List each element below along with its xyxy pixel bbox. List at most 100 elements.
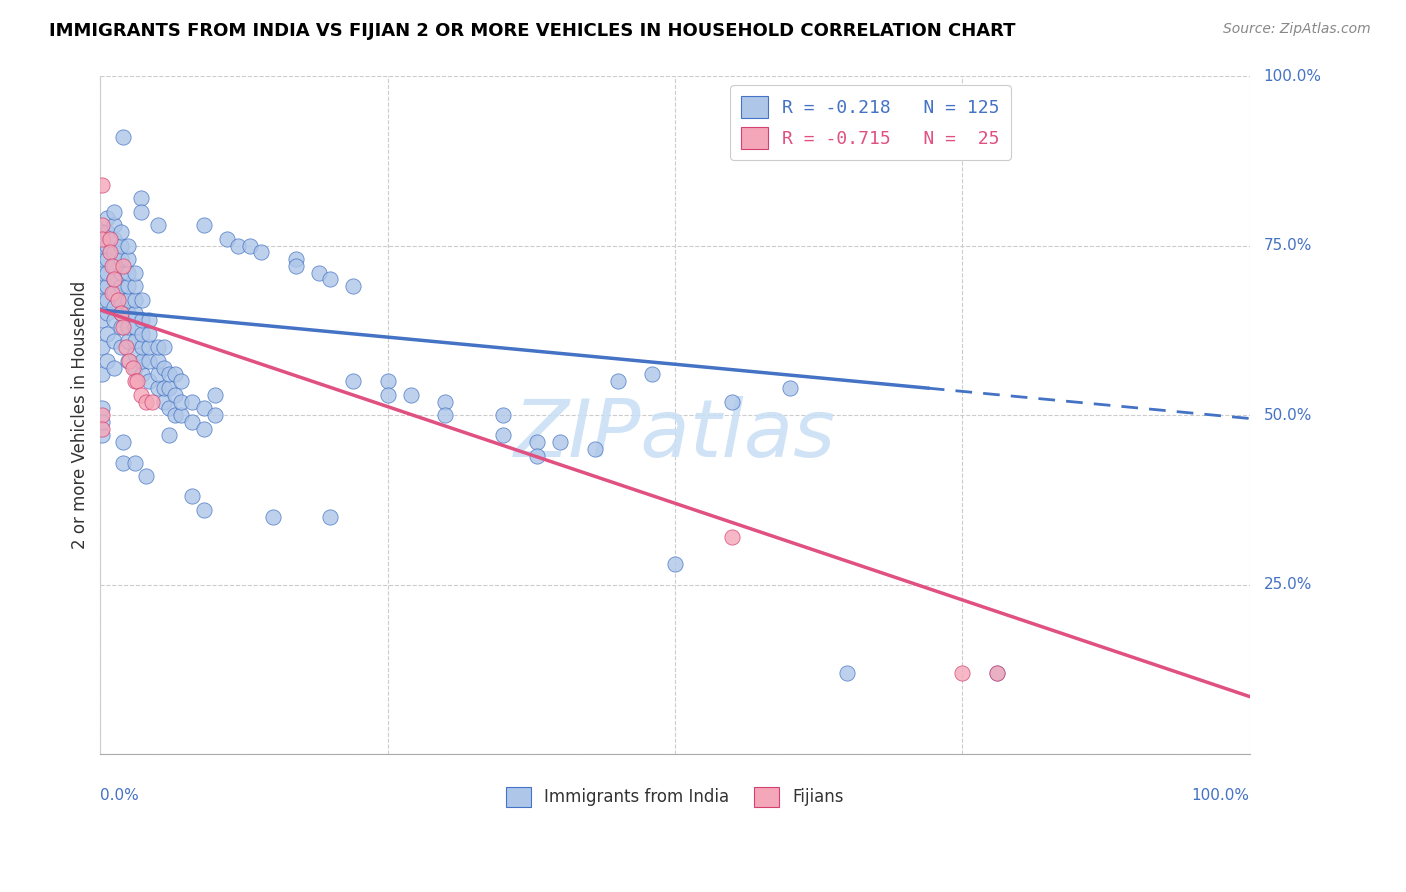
- Point: [491, 428, 513, 442]
- Point: [204, 408, 226, 422]
- Point: [90, 266, 112, 280]
- Text: ZIPatlas: ZIPatlas: [515, 396, 837, 475]
- Point: [950, 665, 973, 680]
- Point: [131, 326, 153, 341]
- Point: [157, 401, 180, 416]
- Point: [181, 415, 204, 429]
- Point: [121, 360, 143, 375]
- Point: [124, 279, 146, 293]
- Point: [152, 340, 174, 354]
- Text: 75.0%: 75.0%: [1264, 238, 1312, 253]
- Point: [110, 293, 132, 307]
- Point: [124, 334, 146, 348]
- Point: [90, 428, 112, 442]
- Point: [112, 456, 135, 470]
- Point: [131, 293, 153, 307]
- Point: [90, 252, 112, 267]
- Point: [90, 415, 112, 429]
- Point: [96, 293, 118, 307]
- Text: IMMIGRANTS FROM INDIA VS FIJIAN 2 OR MORE VEHICLES IN HOUSEHOLD CORRELATION CHAR: IMMIGRANTS FROM INDIA VS FIJIAN 2 OR MOR…: [49, 22, 1015, 40]
- Point: [138, 354, 160, 368]
- Point: [90, 422, 112, 436]
- Point: [90, 293, 112, 307]
- Point: [90, 279, 112, 293]
- Point: [377, 374, 399, 388]
- Point: [103, 360, 125, 375]
- Point: [90, 313, 112, 327]
- Point: [103, 334, 125, 348]
- Point: [131, 354, 153, 368]
- Point: [112, 259, 135, 273]
- Point: [90, 225, 112, 239]
- Point: [138, 340, 160, 354]
- Point: [110, 340, 132, 354]
- Point: [96, 225, 118, 239]
- Point: [103, 204, 125, 219]
- Point: [110, 279, 132, 293]
- Point: [165, 408, 187, 422]
- Text: 100.0%: 100.0%: [1264, 69, 1322, 84]
- Point: [377, 388, 399, 402]
- Point: [124, 320, 146, 334]
- Point: [117, 306, 139, 320]
- Point: [96, 279, 118, 293]
- Point: [96, 326, 118, 341]
- Point: [226, 238, 249, 252]
- Text: Source: ZipAtlas.com: Source: ZipAtlas.com: [1223, 22, 1371, 37]
- Point: [98, 232, 121, 246]
- Point: [129, 388, 152, 402]
- Point: [112, 435, 135, 450]
- Point: [262, 509, 284, 524]
- Point: [117, 354, 139, 368]
- Point: [342, 279, 364, 293]
- Point: [526, 435, 548, 450]
- Point: [157, 368, 180, 382]
- Point: [138, 374, 160, 388]
- Point: [204, 388, 226, 402]
- Text: 100.0%: 100.0%: [1192, 789, 1250, 803]
- Point: [152, 360, 174, 375]
- Point: [181, 394, 204, 409]
- Point: [129, 191, 152, 205]
- Point: [181, 490, 204, 504]
- Point: [342, 374, 364, 388]
- Point: [117, 320, 139, 334]
- Point: [124, 306, 146, 320]
- Point: [308, 266, 330, 280]
- Point: [152, 394, 174, 409]
- Point: [96, 252, 118, 267]
- Point: [103, 245, 125, 260]
- Point: [90, 340, 112, 354]
- Point: [96, 211, 118, 226]
- Point: [641, 368, 664, 382]
- Point: [90, 368, 112, 382]
- Point: [284, 259, 307, 273]
- Point: [110, 266, 132, 280]
- Point: [721, 394, 744, 409]
- Point: [124, 456, 146, 470]
- Point: [124, 266, 146, 280]
- Point: [664, 558, 686, 572]
- Point: [250, 245, 273, 260]
- Point: [434, 408, 457, 422]
- Point: [103, 259, 125, 273]
- Point: [127, 374, 149, 388]
- Point: [146, 354, 169, 368]
- Point: [110, 306, 132, 320]
- Point: [165, 388, 187, 402]
- Point: [146, 368, 169, 382]
- Point: [157, 428, 180, 442]
- Point: [170, 394, 193, 409]
- Point: [96, 238, 118, 252]
- Point: [239, 238, 262, 252]
- Point: [434, 394, 457, 409]
- Point: [319, 509, 342, 524]
- Point: [284, 252, 307, 267]
- Point: [193, 503, 215, 517]
- Point: [138, 326, 160, 341]
- Point: [721, 530, 744, 544]
- Point: [117, 279, 139, 293]
- Point: [193, 218, 215, 232]
- Point: [319, 272, 342, 286]
- Point: [152, 381, 174, 395]
